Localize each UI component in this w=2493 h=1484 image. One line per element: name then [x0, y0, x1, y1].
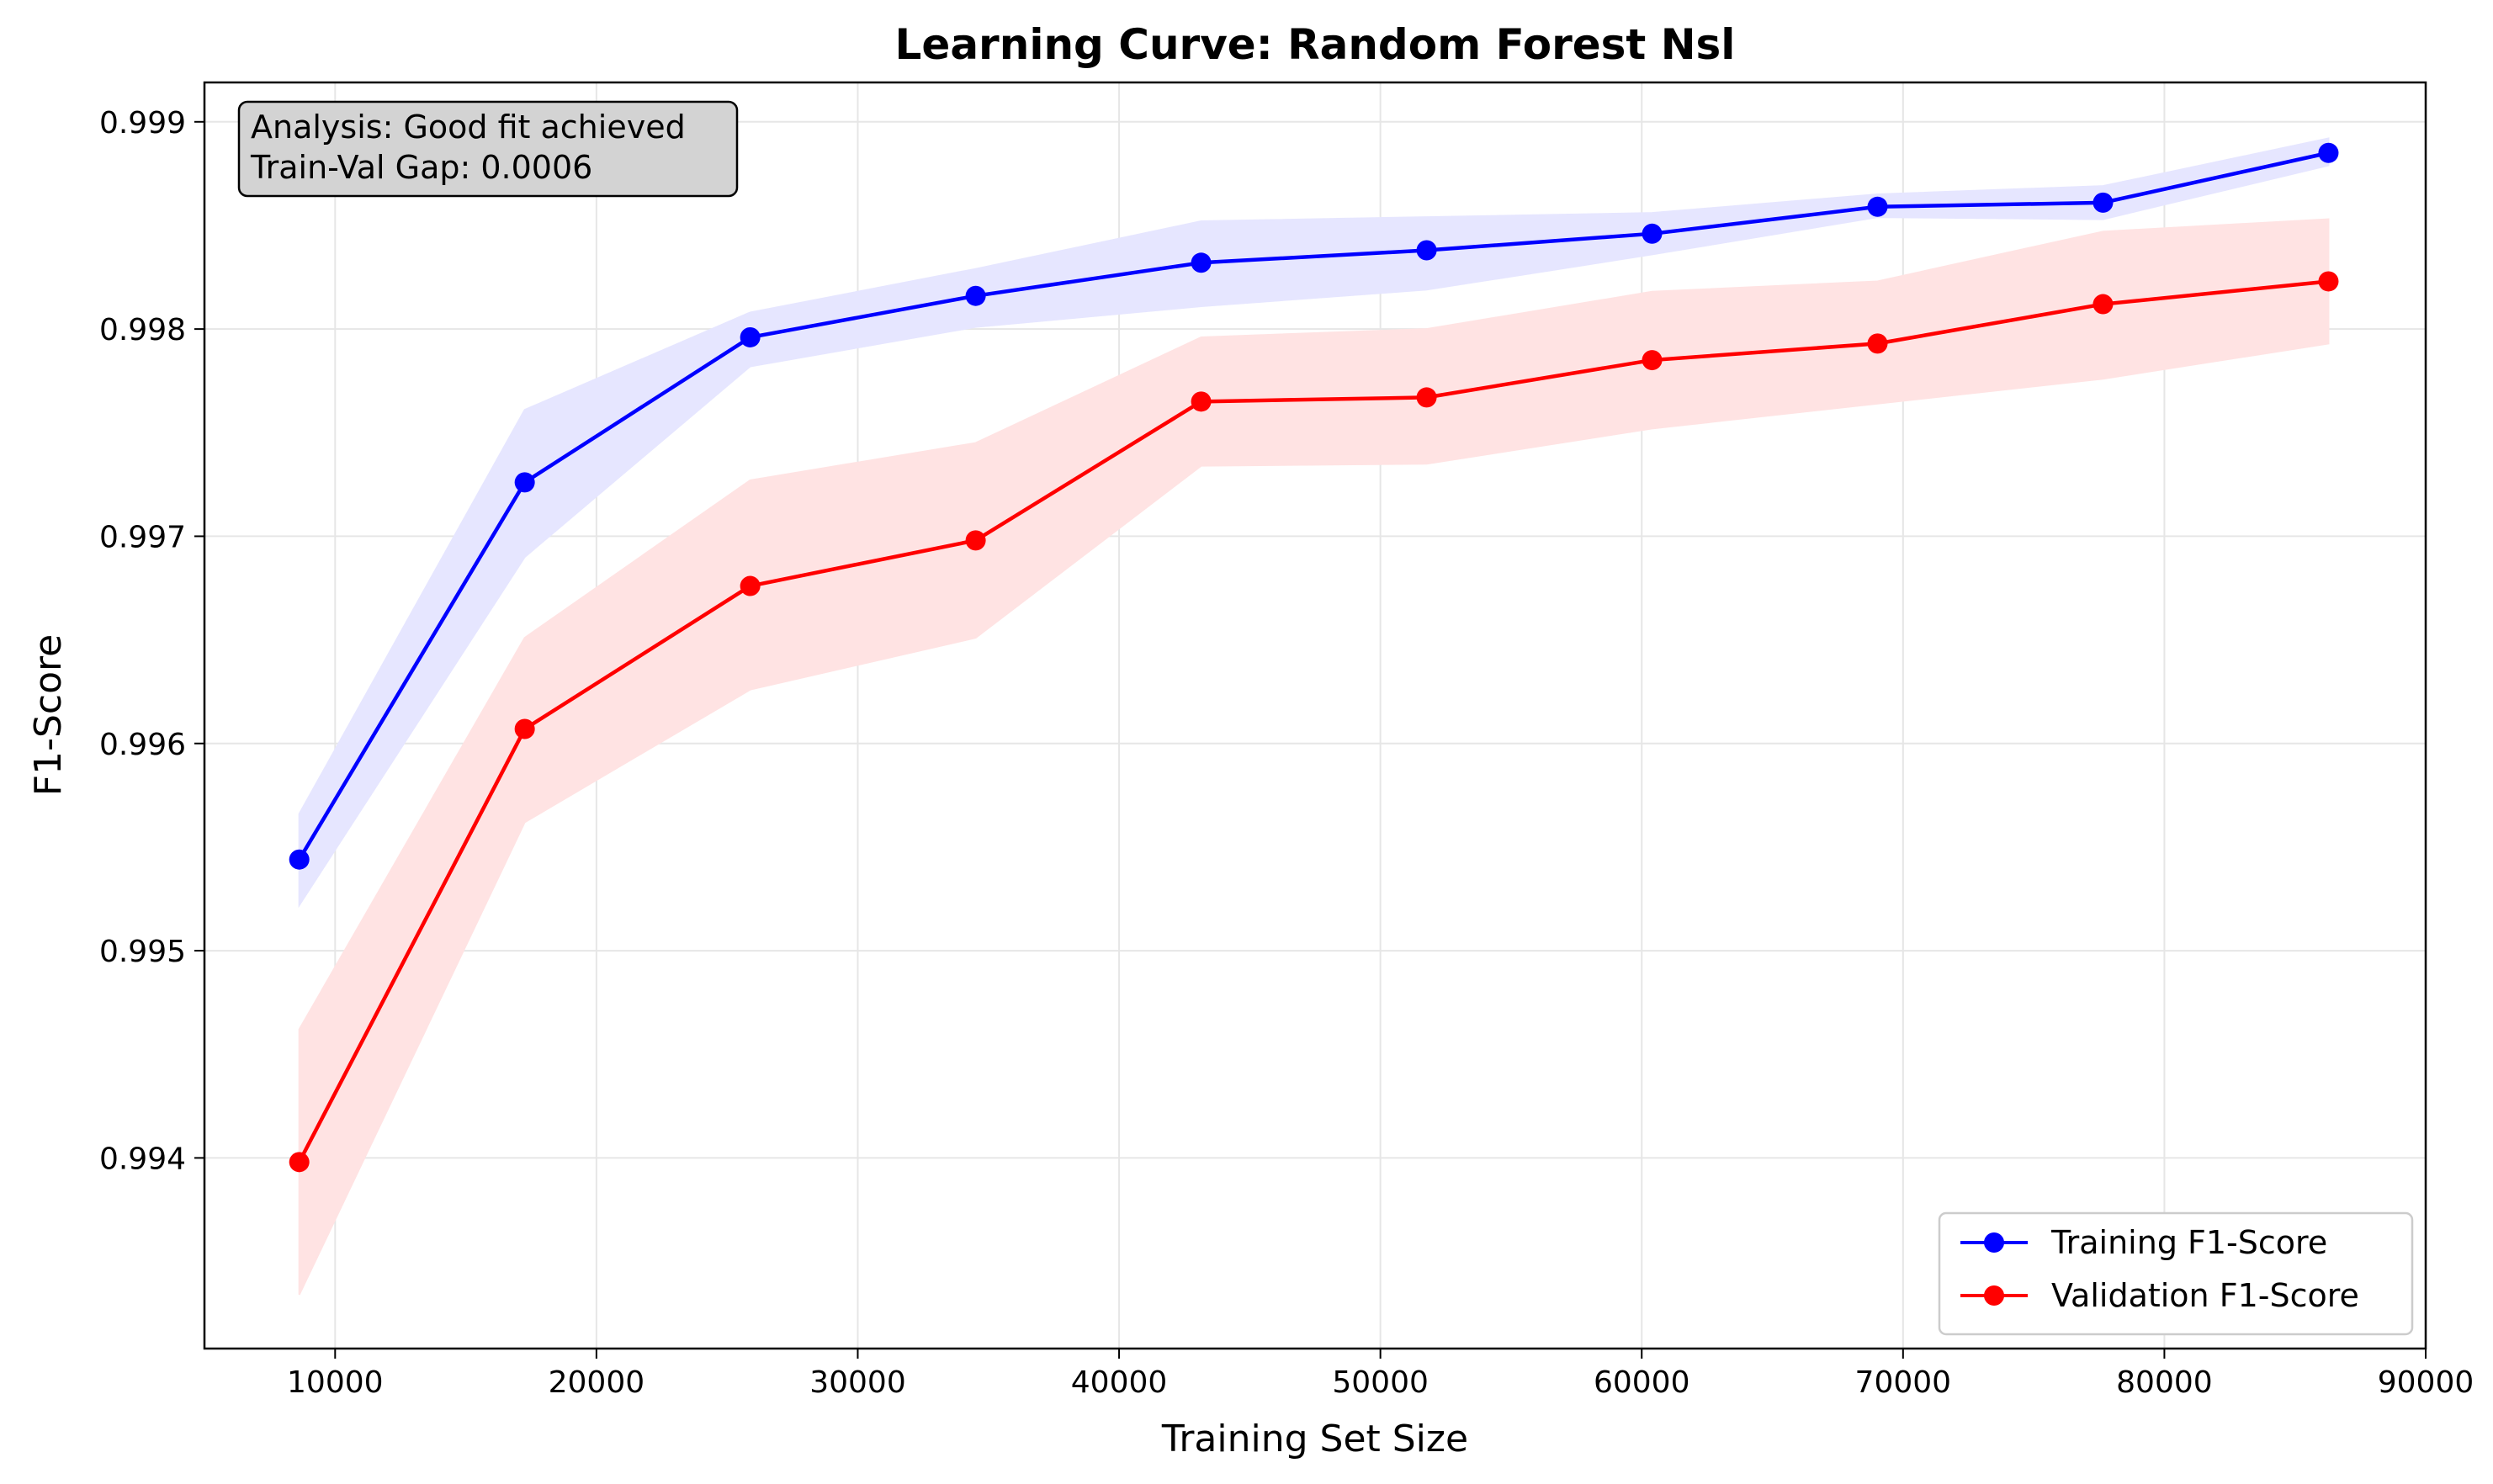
legend-training-marker — [1984, 1232, 2004, 1253]
chart-title: Learning Curve: Random Forest Nsl — [895, 20, 1736, 69]
training-point — [289, 849, 310, 870]
training-point — [740, 326, 761, 347]
validation-point — [514, 718, 535, 739]
legend-validation-label: Validation F1-Score — [2051, 1277, 2359, 1314]
x-tick-label: 40000 — [1071, 1365, 1168, 1400]
series-points — [289, 142, 2339, 1173]
y-tick-label: 0.998 — [99, 313, 186, 347]
plot-frame — [203, 81, 2427, 1350]
annotation-line-2: Train-Val Gap: 0.0006 — [250, 149, 592, 186]
validation-point — [1416, 387, 1437, 408]
validation-point — [1191, 391, 1212, 412]
x-tick-label: 70000 — [1855, 1365, 1952, 1400]
annotation-background — [237, 100, 739, 198]
validation-point — [2318, 271, 2339, 292]
training-point — [514, 472, 535, 493]
validation-band — [298, 218, 2330, 1296]
annotation-line-1: Analysis: Good fit achieved — [251, 109, 686, 146]
x-tick-label: 10000 — [287, 1365, 384, 1400]
training-point — [2318, 142, 2339, 163]
y-tick-label: 0.995 — [99, 935, 186, 969]
x-tick-label: 20000 — [549, 1365, 645, 1400]
legend-training-label: Training F1-Score — [2050, 1224, 2327, 1261]
axis-ticks: 10000 20000 30000 40000 50000 60000 70000 80000… — [99, 106, 2474, 1400]
validation-point — [965, 530, 986, 551]
x-tick-label: 80000 — [2116, 1365, 2213, 1400]
training-point — [1416, 240, 1437, 261]
legend-validation-marker — [1984, 1285, 2004, 1306]
legend-frame — [1938, 1211, 2414, 1336]
validation-line — [297, 279, 2329, 1163]
legend: Training F1-Score Validation F1-Score — [1938, 1211, 2414, 1336]
training-point — [2093, 192, 2114, 213]
x-tick-label: 50000 — [1332, 1365, 1429, 1400]
x-axis-label: Training Set Size — [1161, 1418, 1468, 1460]
training-point — [965, 285, 986, 306]
y-tick-label: 0.996 — [99, 728, 186, 762]
x-tick-label: 30000 — [809, 1365, 906, 1400]
x-tick-label: 90000 — [2378, 1365, 2474, 1400]
confidence-bands — [298, 137, 2330, 1296]
validation-point — [1867, 333, 1888, 354]
y-tick-label: 0.997 — [99, 520, 186, 554]
y-axis-label: F1-Score — [27, 634, 70, 796]
series-lines — [297, 151, 2329, 1163]
validation-point — [740, 575, 761, 596]
y-tick-label: 0.999 — [99, 106, 186, 140]
x-tick-label: 60000 — [1594, 1365, 1690, 1400]
validation-point — [1642, 350, 1663, 371]
validation-point — [289, 1152, 310, 1173]
validation-point — [2093, 294, 2114, 315]
training-point — [1867, 196, 1888, 217]
training-line — [297, 151, 2329, 861]
y-tick-label: 0.994 — [99, 1142, 186, 1176]
training-point — [1642, 223, 1663, 244]
training-band — [298, 137, 2330, 909]
training-point — [1191, 252, 1212, 273]
annotation-box: Analysis: Good fit achieved Train-Val Ga… — [237, 100, 739, 198]
